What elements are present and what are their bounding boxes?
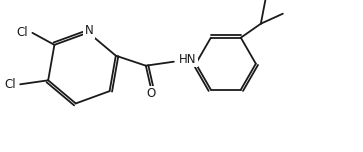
Text: O: O	[146, 87, 155, 100]
Text: Cl: Cl	[5, 78, 16, 91]
Text: N: N	[85, 24, 94, 37]
Text: Cl: Cl	[17, 26, 28, 39]
Text: HN: HN	[179, 53, 196, 66]
